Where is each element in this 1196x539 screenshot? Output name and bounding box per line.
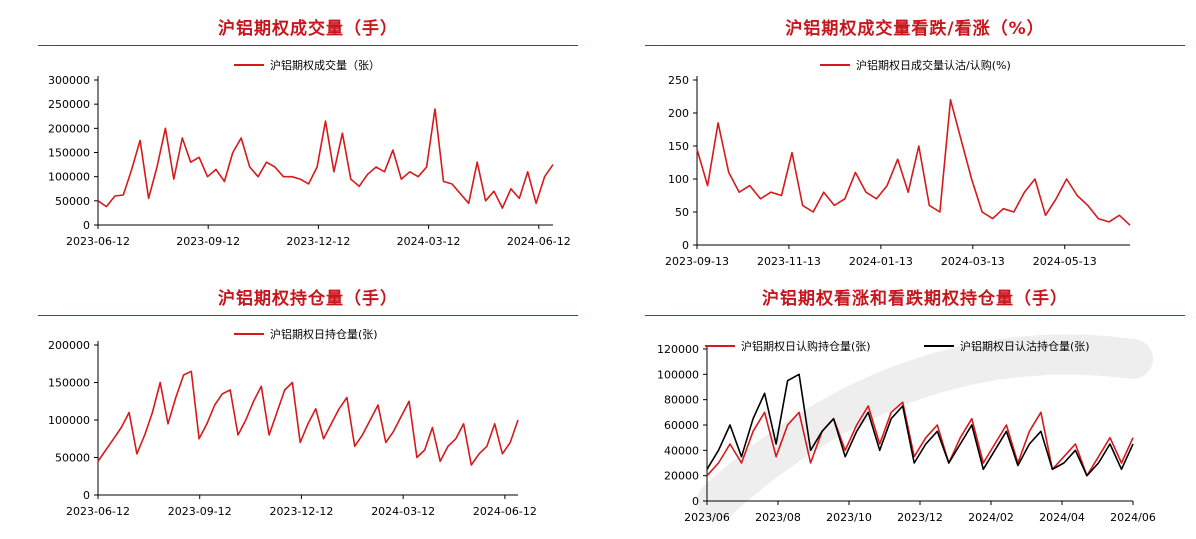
y-tick-label: 150000 — [48, 147, 90, 160]
y-tick-label: 200000 — [48, 339, 90, 352]
chart-title: 沪铝期权看涨和看跌期权持仓量（手） — [762, 289, 1068, 309]
y-tick-label: 100000 — [48, 171, 90, 184]
x-tick-label: 2023/12 — [897, 511, 943, 524]
x-tick-label: 2023-06-12 — [66, 235, 130, 248]
chart-panel-call-put-oi: 沪铝期权看涨和看跌期权持仓量（手） 0 20000 40000 60000 80000 1… — [645, 283, 1185, 533]
title-rule — [645, 45, 1185, 46]
legend-label: 沪铝期权日认沽持仓量(张) — [960, 339, 1090, 353]
y-tick-label: 0 — [83, 489, 90, 502]
y-tick-label: 250000 — [48, 98, 90, 111]
y-tick-label: 20000 — [664, 470, 699, 483]
y-tick-label: 0 — [83, 219, 90, 232]
series-line — [706, 401, 1134, 477]
y-tick-label: 150000 — [48, 377, 90, 390]
series-line — [97, 370, 519, 466]
series-line — [696, 98, 1131, 226]
x-tick-label: 2024-06-12 — [473, 505, 537, 518]
y-tick-label: 50000 — [55, 452, 90, 465]
legend-label: 沪铝期权日持仓量(张) — [270, 327, 378, 341]
legend-label: 沪铝期权成交量（张） — [270, 58, 380, 72]
x-tick-label: 2024/06 — [1110, 511, 1156, 524]
x-tick-label: 2023-09-13 — [665, 255, 729, 268]
y-tick-label: 0 — [692, 495, 699, 508]
series-line — [97, 108, 554, 209]
y-tick-label: 150 — [668, 140, 689, 153]
x-tick-label: 2024/02 — [968, 511, 1014, 524]
y-tick-label: 50 — [675, 206, 689, 219]
x-tick-label: 2023-12-12 — [269, 505, 333, 518]
y-tick-label: 0 — [682, 239, 689, 252]
legend-label: 沪铝期权日认购持仓量(张) — [741, 339, 871, 353]
x-tick-label: 2024/04 — [1039, 511, 1085, 524]
background-swoosh — [697, 334, 1153, 521]
chart-panel-volume: 沪铝期权成交量（手） 0 50000 100000 150000 200000 25000… — [38, 12, 578, 267]
x-tick-label: 2023-11-13 — [757, 255, 821, 268]
x-tick-label: 2023-06-12 — [66, 505, 130, 518]
chart-panel-put-call-ratio: 沪铝期权成交量看跌/看涨（%） 0 50 100 150 200 250 2023-09-1… — [645, 12, 1185, 268]
x-tick-label: 2024-03-12 — [371, 505, 435, 518]
y-tick-label: 120000 — [657, 343, 699, 356]
title-rule — [38, 315, 578, 316]
chart-open-interest: 0 50000 100000 150000 200000 2023-06-12 2023-0… — [48, 327, 537, 518]
legend-label: 沪铝期权日成交量认沽/认购(%) — [856, 58, 1011, 72]
y-tick-label: 200000 — [48, 122, 90, 135]
chart-title: 沪铝期权成交量看跌/看涨（%） — [785, 19, 1045, 39]
chart-title: 沪铝期权持仓量（手） — [218, 289, 398, 309]
y-tick-label: 100 — [668, 173, 689, 186]
x-tick-label: 2024-03-12 — [397, 235, 461, 248]
y-tick-label: 200 — [668, 107, 689, 120]
chart-panel-open-interest: 沪铝期权持仓量（手） 0 50000 100000 150000 200000 2023-… — [38, 283, 578, 533]
y-tick-label: 40000 — [664, 444, 699, 457]
chart-put-call-ratio: 0 50 100 150 200 250 2023-09-13 2023-11-13 2024-… — [665, 58, 1131, 268]
chart-title: 沪铝期权成交量（手） — [218, 19, 398, 39]
series-line — [706, 373, 1134, 477]
y-tick-label: 100000 — [48, 414, 90, 427]
y-tick-label: 80000 — [664, 394, 699, 407]
x-tick-label: 2023-09-12 — [168, 505, 232, 518]
chart-volume: 0 50000 100000 150000 200000 250000 300000 2023… — [48, 58, 571, 248]
x-tick-label: 2023-09-12 — [176, 235, 240, 248]
x-tick-label: 2024-01-13 — [849, 255, 913, 268]
y-tick-label: 250 — [668, 74, 689, 87]
x-tick-label: 2024-03-13 — [941, 255, 1005, 268]
x-tick-label: 2023/10 — [826, 511, 872, 524]
y-tick-label: 300000 — [48, 74, 90, 87]
chart-call-put-oi: 0 20000 40000 60000 80000 100000 120000 2023/06… — [657, 334, 1156, 524]
x-tick-label: 2023/08 — [755, 511, 801, 524]
y-tick-label: 100000 — [657, 368, 699, 381]
x-tick-label: 2023-12-12 — [286, 235, 350, 248]
y-tick-label: 60000 — [664, 419, 699, 432]
title-rule — [38, 45, 578, 46]
y-tick-label: 50000 — [55, 195, 90, 208]
title-rule — [645, 315, 1185, 316]
x-tick-label: 2024-05-13 — [1033, 255, 1097, 268]
x-tick-label: 2023/06 — [684, 511, 730, 524]
x-tick-label: 2024-06-12 — [507, 235, 571, 248]
